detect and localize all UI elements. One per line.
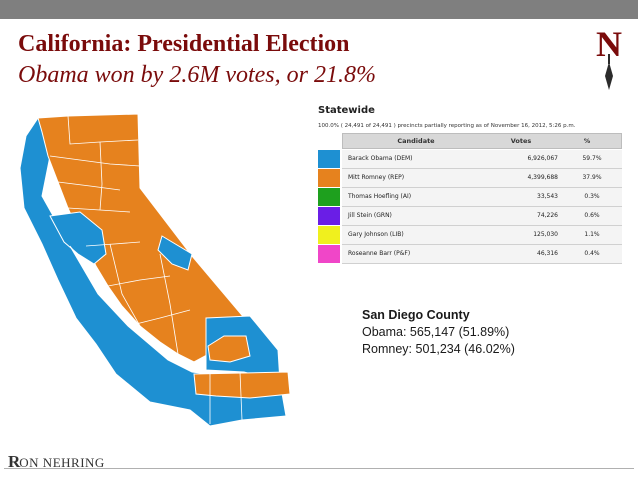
logo-letter: N bbox=[596, 24, 622, 64]
party-color-swatch bbox=[318, 169, 340, 187]
map-sierra-blue bbox=[157, 235, 193, 271]
header-bar bbox=[0, 0, 638, 19]
candidate-pct: 59.7% bbox=[582, 154, 602, 162]
candidate-name: Mitt Romney (REP) bbox=[348, 173, 405, 181]
map-bay-area-blue bbox=[49, 211, 107, 265]
results-note: 100.0% ( 24,491 of 24,491 ) precincts pa… bbox=[318, 123, 576, 129]
candidate-pct: 37.9% bbox=[582, 173, 602, 181]
county-obama-result: Obama: 565,147 (51.89%) bbox=[362, 325, 510, 339]
table-row: Gary Johnson (LIB) 125,030 1.1% bbox=[318, 225, 622, 245]
candidate-name: Gary Johnson (LIB) bbox=[348, 230, 404, 238]
footer-divider bbox=[4, 468, 634, 469]
table-row: Jill Stein (GRN) 74,226 0.6% bbox=[318, 206, 622, 226]
header-votes: Votes bbox=[510, 137, 532, 145]
compass-n-logo-icon: N bbox=[596, 24, 622, 90]
party-color-swatch bbox=[318, 188, 340, 206]
candidate-votes: 74,226 bbox=[537, 211, 558, 219]
candidate-votes: 6,926,067 bbox=[527, 154, 558, 162]
party-color-swatch bbox=[318, 226, 340, 244]
candidate-votes: 46,316 bbox=[537, 249, 558, 257]
candidate-name: Roseanne Barr (P&F) bbox=[348, 249, 411, 257]
county-name: San Diego County bbox=[362, 308, 470, 322]
candidate-pct: 0.4% bbox=[584, 249, 600, 257]
table-row: Roseanne Barr (P&F) 46,316 0.4% bbox=[318, 244, 622, 264]
table-row: Barack Obama (DEM) 6,926,067 59.7% bbox=[318, 149, 622, 169]
slide-subtitle: Obama won by 2.6M votes, or 21.8% bbox=[18, 62, 376, 88]
candidate-votes: 4,399,688 bbox=[527, 173, 558, 181]
statewide-results-table: Statewide 100.0% ( 24,491 of 24,491 ) pr… bbox=[318, 103, 622, 275]
results-title: Statewide bbox=[318, 105, 375, 116]
party-color-swatch bbox=[318, 207, 340, 225]
results-header-row: Candidate Votes % bbox=[342, 133, 622, 149]
table-row: Thomas Hoefling (AI) 33,543 0.3% bbox=[318, 187, 622, 207]
candidate-pct: 0.6% bbox=[584, 211, 600, 219]
header-pct: % bbox=[583, 137, 591, 145]
county-romney-result: Romney: 501,234 (46.02%) bbox=[362, 342, 515, 356]
candidate-pct: 1.1% bbox=[584, 230, 600, 238]
header-candidate: Candidate bbox=[397, 137, 435, 145]
footer-logo: RON NEHRING bbox=[8, 452, 105, 471]
map-south-orange bbox=[193, 371, 291, 399]
candidate-votes: 125,030 bbox=[533, 230, 558, 238]
table-row: Mitt Romney (REP) 4,399,688 37.9% bbox=[318, 168, 622, 188]
party-color-swatch bbox=[318, 150, 340, 168]
map-orange-region bbox=[37, 113, 247, 363]
map-riverside-orange bbox=[207, 335, 251, 363]
party-color-swatch bbox=[318, 245, 340, 263]
slide-title: California: Presidential Election bbox=[18, 31, 350, 57]
county-callout: San Diego County Obama: 565,147 (51.89%)… bbox=[362, 307, 515, 358]
candidate-name: Barack Obama (DEM) bbox=[348, 154, 413, 162]
california-county-map bbox=[19, 113, 291, 427]
candidate-name: Thomas Hoefling (AI) bbox=[348, 192, 412, 200]
candidate-votes: 33,543 bbox=[537, 192, 558, 200]
candidate-name: Jill Stein (GRN) bbox=[348, 211, 392, 219]
candidate-pct: 0.3% bbox=[584, 192, 600, 200]
